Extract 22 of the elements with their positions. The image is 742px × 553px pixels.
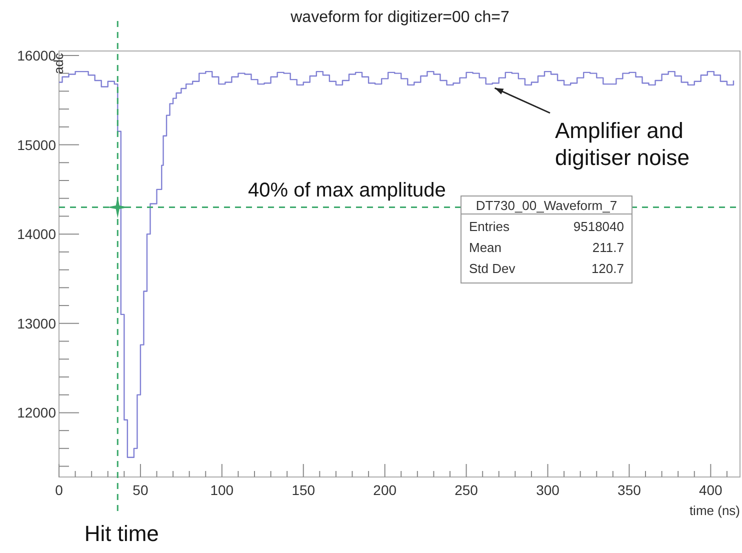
annotation: Amplifier and digitiser noise [555,118,690,170]
ref-line-label: 40% of max amplitude [248,179,446,202]
text: Mean 211.7 [469,240,624,255]
y-tick-label: 12000 [17,404,56,421]
y-tick-label: 13000 [17,315,56,332]
x-tick-label: 300 [536,482,560,498]
x-tick-label: 0 [55,482,64,498]
text: Entries 9518040 [469,219,624,234]
x-tick-label: 100 [210,482,234,498]
x-tick-label: 150 [292,482,316,498]
annotation: DT730_00_Waveform_7 [476,198,618,213]
x-tick-label: 250 [454,482,478,498]
x-axis-title: time (ns) [689,503,740,518]
text: Std Dev 120.7 [469,261,624,276]
y-tick-label: 15000 [17,136,56,153]
x-tick-label: 350 [618,482,642,498]
ref-line-label: Hit time [84,521,159,546]
x-tick-label: 400 [698,482,723,498]
chart-title: waveform for digitizer=00 ch=7 [290,9,510,26]
x-tick-label: 200 [373,482,397,498]
y-tick-label: 14000 [17,226,56,242]
x-tick-label: 50 [132,482,148,498]
